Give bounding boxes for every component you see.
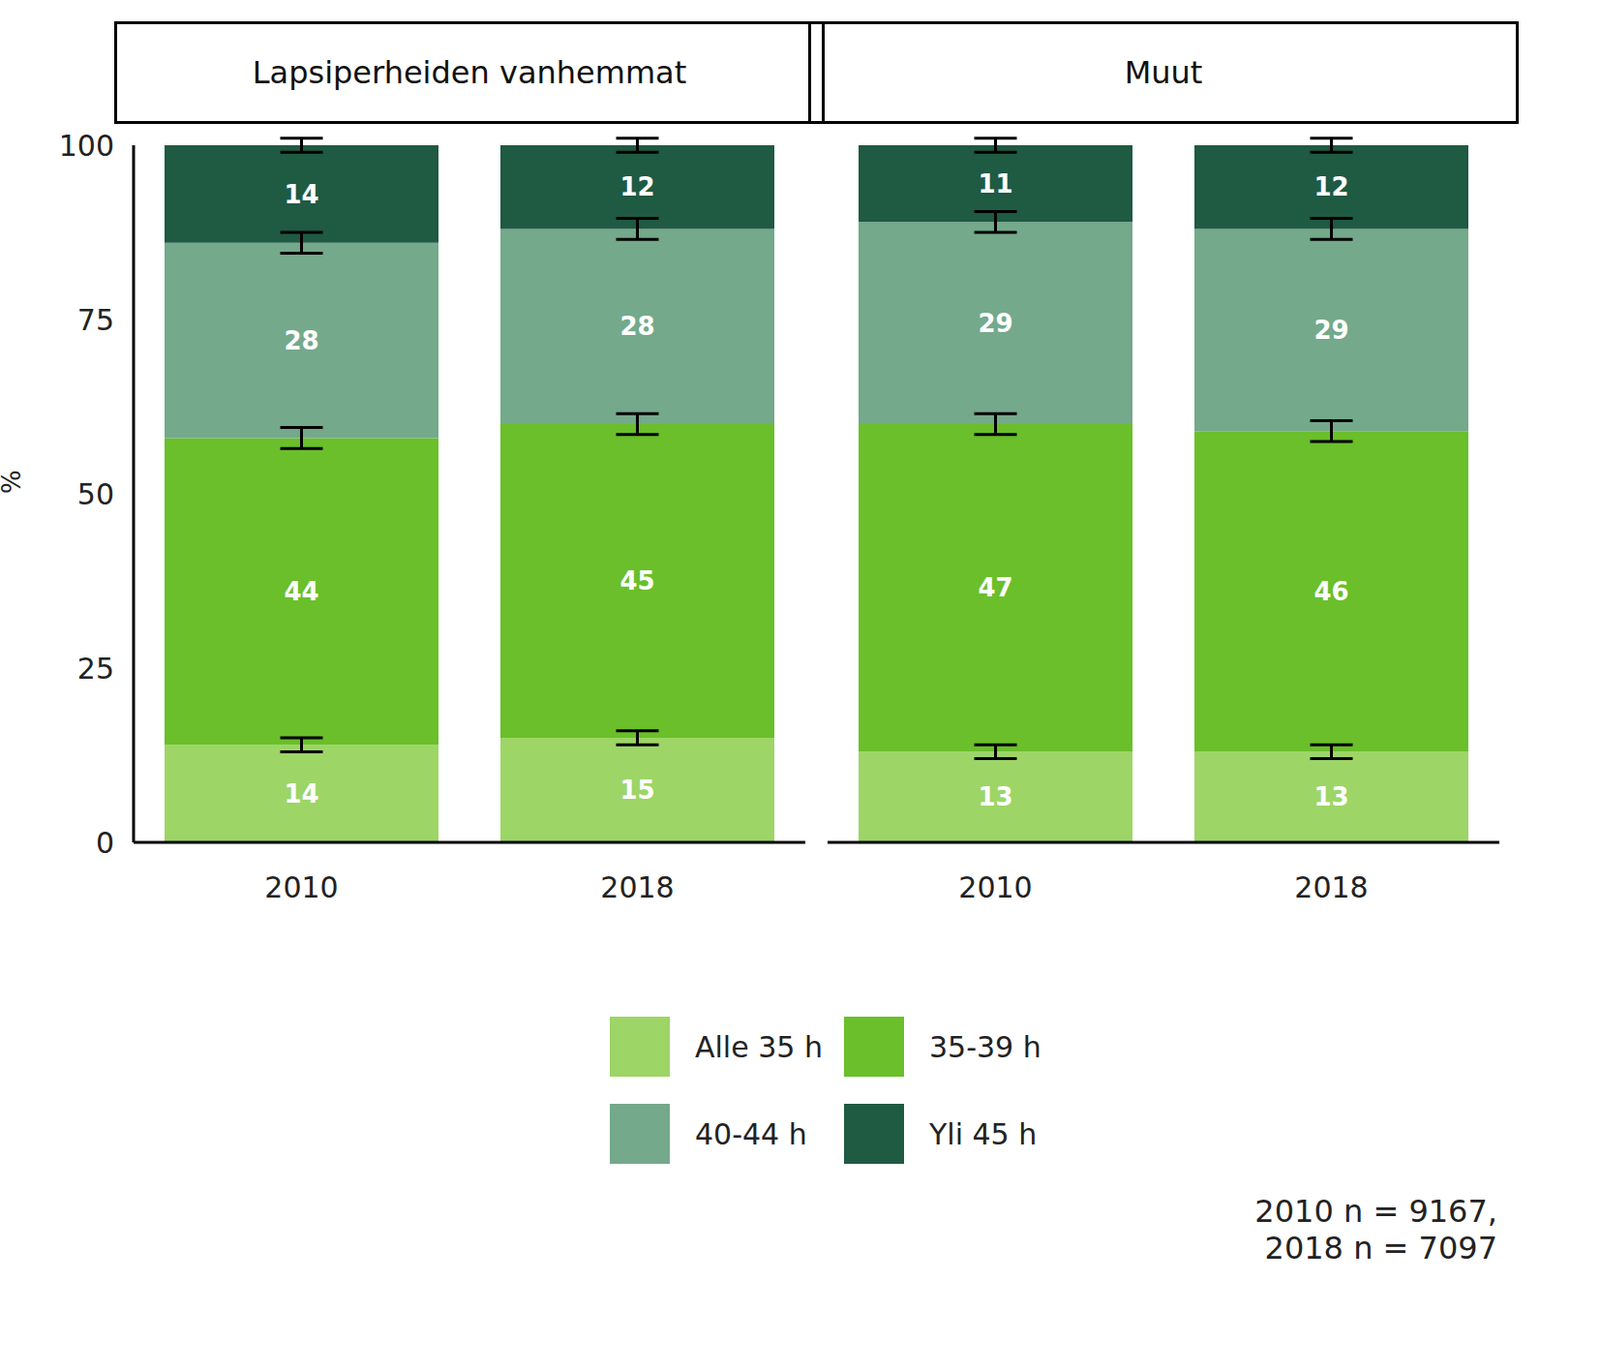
svg-text:12: 12 [1313, 172, 1349, 202]
html-text:2018 n = 7097: 2018 n = 7097 [1264, 1229, 1498, 1267]
svg-text:2010: 2010 [264, 870, 338, 905]
svg-text:75: 75 [77, 302, 115, 337]
html-text:Muut: Muut [1124, 54, 1203, 91]
svg-text:12: 12 [619, 172, 655, 202]
html-text:2010 n = 9167,: 2010 n = 9167, [1254, 1192, 1498, 1230]
svg-text:11: 11 [977, 169, 1013, 199]
svg-text:50: 50 [77, 477, 115, 512]
svg-text:13: 13 [977, 782, 1013, 812]
svg-text:14: 14 [283, 180, 319, 210]
svg-text:%: % [7, 469, 27, 494]
svg-text:46: 46 [1313, 576, 1349, 606]
svg-text:2010: 2010 [958, 870, 1032, 905]
svg-text:44: 44 [283, 576, 319, 606]
html-text:Alle 35 h: Alle 35 h [694, 1029, 823, 1064]
svg-text:15: 15 [619, 775, 655, 805]
svg-text:14: 14 [283, 779, 319, 809]
svg-text:47: 47 [977, 573, 1013, 603]
html-text:Lapsiperheiden vanhemmat: Lapsiperheiden vanhemmat [252, 54, 687, 91]
svg-text:28: 28 [283, 326, 319, 356]
svg-text:29: 29 [977, 308, 1013, 338]
svg-text:25: 25 [77, 651, 115, 686]
svg-text:29: 29 [1313, 315, 1349, 345]
html-text:40-44 h: 40-44 h [694, 1116, 807, 1151]
svg-text:2018: 2018 [1294, 870, 1368, 905]
svg-text:100: 100 [59, 128, 115, 163]
html-text:35-39 h: 35-39 h [929, 1029, 1042, 1064]
html-text:Yli 45 h: Yli 45 h [929, 1116, 1037, 1151]
svg-text:0: 0 [95, 825, 115, 860]
svg-text:28: 28 [619, 311, 655, 341]
svg-text:2018: 2018 [600, 870, 674, 905]
svg-text:13: 13 [1313, 782, 1349, 812]
svg-text:45: 45 [619, 566, 655, 596]
